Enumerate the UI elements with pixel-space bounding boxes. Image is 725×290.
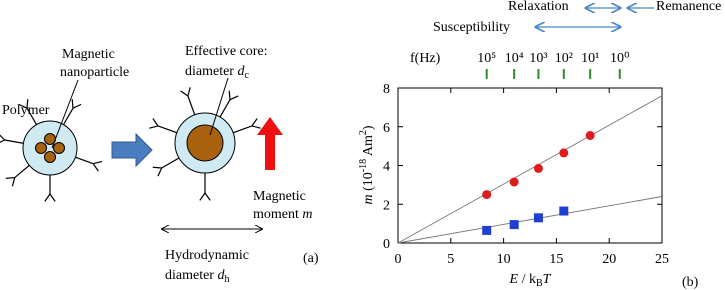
x-axis-label: E / kBT	[509, 272, 552, 289]
data-point	[559, 206, 569, 216]
frequency-tick-label: 10³	[529, 51, 547, 66]
polymer-label: Polymer	[2, 103, 50, 118]
chain-fork	[11, 177, 16, 187]
core-grain	[44, 151, 56, 163]
nanoparticle-label: Magnetic	[62, 47, 115, 62]
frequency-tick-label: 10¹	[581, 51, 599, 66]
x-tick-label: 25	[655, 252, 669, 267]
x-tick-label: 0	[395, 252, 402, 267]
data-point	[509, 220, 519, 230]
moment-label: Magnetic	[253, 189, 306, 204]
pointer	[51, 79, 79, 149]
data-point	[482, 225, 492, 235]
chain-fork	[152, 166, 162, 169]
hydro-label: Hydrodynamic	[165, 248, 249, 263]
hydro-label: diameter dh	[165, 268, 229, 285]
core-grain	[53, 142, 65, 154]
transform-arrow	[111, 132, 153, 168]
chain-fork	[72, 103, 82, 109]
chain-fork	[71, 99, 74, 109]
chain-fork	[157, 167, 163, 177]
moment-label: moment m	[253, 207, 313, 222]
regime-label: Susceptibility	[433, 20, 510, 35]
y-tick-label: 2	[383, 198, 390, 213]
chain-fork	[44, 193, 51, 202]
core-grain	[35, 142, 47, 154]
chain-fork	[187, 87, 191, 97]
regime-label: Relaxation	[508, 0, 569, 14]
frequency-tick-label: 10⁰	[610, 51, 630, 66]
chain-fork	[0, 134, 6, 141]
pointer	[209, 77, 229, 136]
nanoparticle-label: nanoparticle	[60, 65, 129, 80]
chain-fork	[49, 193, 56, 202]
moment-arrow	[257, 117, 283, 170]
effective-core	[186, 124, 224, 162]
data-point	[585, 130, 595, 140]
panel-label: (a)	[303, 251, 319, 266]
data-point	[559, 148, 569, 158]
frequency-tick-label: 10²	[555, 51, 573, 66]
chain-fork	[152, 118, 159, 127]
frequency-tick-label: 10⁴	[505, 51, 524, 66]
x-tick-label: 5	[447, 252, 454, 267]
particle-shell	[22, 120, 78, 176]
core-label: Effective core:	[185, 44, 268, 59]
chain-fork	[26, 99, 29, 109]
y-axis-label: m (10-18 Am2)	[358, 125, 376, 204]
chain-fork	[199, 192, 206, 201]
y-tick-label: 8	[383, 82, 390, 97]
core-label: diameter dc	[185, 64, 249, 81]
frequency-title: f(Hz)	[410, 51, 441, 66]
chain-fork	[0, 139, 5, 143]
data-point	[509, 177, 519, 187]
x-tick-label: 20	[602, 252, 616, 267]
chain-fork	[229, 95, 239, 101]
chain-fork	[18, 103, 28, 109]
regime-label: Remanence	[656, 0, 721, 14]
chain-fork	[251, 125, 261, 129]
x-tick-label: 10	[497, 252, 511, 267]
data-point	[533, 213, 543, 223]
chain-fork	[204, 192, 211, 201]
chain-fork	[149, 125, 159, 129]
chain-fork	[228, 90, 231, 100]
frequency-tick-label: 10⁵	[477, 51, 496, 66]
chain-fork	[92, 163, 99, 172]
x-tick-label: 15	[549, 252, 563, 267]
y-tick-label: 0	[383, 237, 390, 252]
chain-fork	[93, 160, 103, 165]
data-point	[482, 190, 492, 200]
y-tick-label: 4	[383, 160, 390, 175]
chain-fork	[251, 118, 258, 127]
chain-fork	[180, 90, 189, 97]
y-tick-label: 6	[383, 121, 390, 136]
panel-label: (b)	[682, 275, 699, 290]
fit-line	[397, 95, 663, 244]
fit-line	[397, 196, 663, 244]
chain-fork	[5, 176, 15, 179]
data-point	[533, 163, 543, 173]
